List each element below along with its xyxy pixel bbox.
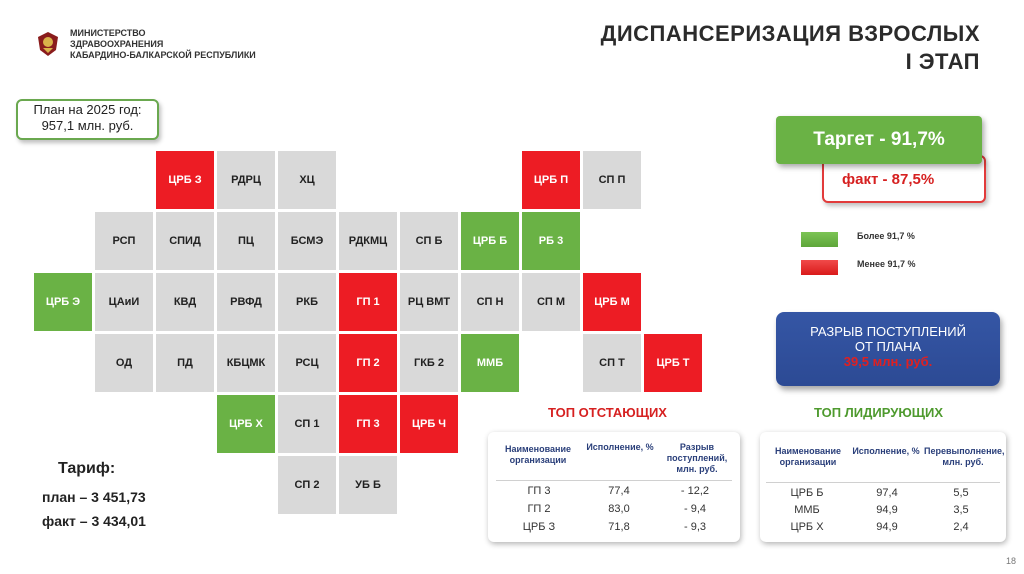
- map-cell: ММБ: [460, 333, 520, 393]
- table-cell: 5,5: [953, 487, 969, 499]
- ministry-name: МИНИСТЕРСТВО ЗДРАВООХРАНЕНИЯ КАБАРДИНО-БАЛ…: [70, 28, 256, 61]
- map-cell: РЦ ВМТ: [399, 272, 459, 332]
- map-cell: ГП 1: [338, 272, 398, 332]
- plan-value: 957,1 млн. руб.: [41, 118, 134, 133]
- map-cell: СП 2: [277, 455, 337, 515]
- map-cell: СПИД: [155, 211, 215, 271]
- title-line-2: I ЭТАП: [905, 49, 980, 74]
- title-line-1: ДИСПАНСЕРИЗАЦИЯ ВЗРОСЛЫХ: [600, 21, 980, 46]
- table-cell: 3,5: [953, 504, 969, 516]
- map-cell: КБЦМК: [216, 333, 276, 393]
- plan-box: План на 2025 год: 957,1 млн. руб.: [16, 99, 159, 140]
- table-cell: ЦРБ Б: [790, 487, 824, 499]
- map-cell: СП Б: [399, 211, 459, 271]
- table-cell: 71,8: [608, 521, 630, 533]
- gap-label-1: РАЗРЫВ ПОСТУПЛЕНИЙ: [810, 324, 966, 339]
- map-cell: РСЦ: [277, 333, 337, 393]
- legend-swatch-red: [801, 260, 838, 275]
- leaders-header-name: Наименование организации: [774, 446, 842, 467]
- fact-value: факт - 87,5%: [842, 171, 935, 188]
- table-cell: 94,9: [876, 521, 898, 533]
- map-cell: СП 1: [277, 394, 337, 454]
- plan-label: План на 2025 год:: [33, 102, 142, 117]
- tariff-plan: план – 3 451,73: [42, 489, 146, 505]
- table-cell: ГП 3: [527, 485, 551, 497]
- map-cell: БСМЭ: [277, 211, 337, 271]
- map-cell: КВД: [155, 272, 215, 332]
- map-cell: РВФД: [216, 272, 276, 332]
- laggards-divider: [496, 480, 732, 481]
- map-cell: РДРЦ: [216, 150, 276, 210]
- laggards-header-gap: Разрыв поступлений, млн. руб.: [666, 442, 728, 474]
- map-cell: ГКБ 2: [399, 333, 459, 393]
- table-cell: 77,4: [608, 485, 630, 497]
- table-cell: ММБ: [794, 504, 820, 516]
- revenue-gap-box: РАЗРЫВ ПОСТУПЛЕНИЙ ОТ ПЛАНА 39,5 млн. ру…: [776, 312, 1000, 386]
- leaders-table: Наименование организации Исполнение, % П…: [760, 432, 1006, 542]
- laggards-table: Наименование организации Исполнение, % Р…: [488, 432, 740, 542]
- map-cell: ЦРБ М: [582, 272, 642, 332]
- legend-label-more: Более 91,7 %: [857, 231, 915, 241]
- map-cell: ЦРБ Т: [643, 333, 703, 393]
- map-cell: УБ Б: [338, 455, 398, 515]
- legend-swatch-green: [801, 232, 838, 247]
- page-number: 18: [1005, 556, 1016, 566]
- map-cell: ПД: [155, 333, 215, 393]
- map-cell: ГП 2: [338, 333, 398, 393]
- map-cell: ОД: [94, 333, 154, 393]
- laggards-title: ТОП ОТСТАЮЩИХ: [548, 405, 667, 420]
- leaders-header-over: Перевыполнение, млн. руб.: [924, 446, 1005, 467]
- table-cell: 97,4: [876, 487, 898, 499]
- coat-of-arms-icon: [38, 32, 58, 56]
- map-cell: СП Н: [460, 272, 520, 332]
- tariff-fact: факт – 3 434,01: [42, 513, 146, 529]
- laggards-header-exec: Исполнение, %: [586, 442, 654, 452]
- table-cell: - 9,4: [683, 503, 706, 515]
- leaders-header-exec: Исполнение, %: [852, 446, 920, 456]
- table-cell: 83,0: [608, 503, 630, 515]
- map-cell: ЦРБ П: [521, 150, 581, 210]
- target-box: Таргет - 91,7%: [776, 116, 982, 164]
- gap-label-2: ОТ ПЛАНА: [854, 339, 922, 354]
- page-title: ДИСПАНСЕРИЗАЦИЯ ВЗРОСЛЫХ I ЭТАП: [601, 20, 980, 76]
- map-cell: ЦРБ Ч: [399, 394, 459, 454]
- map-cell: ЦРБ Б: [460, 211, 520, 271]
- legend-label-less: Менее 91,7 %: [857, 259, 916, 269]
- map-cell: РБ 3: [521, 211, 581, 271]
- table-cell: ЦРБ З: [522, 521, 556, 533]
- map-cell: ХЦ: [277, 150, 337, 210]
- map-cell: ЦРБ Э: [33, 272, 93, 332]
- table-cell: 2,4: [953, 521, 969, 533]
- table-cell: - 12,2: [680, 485, 710, 497]
- map-cell: РДКМЦ: [338, 211, 398, 271]
- map-cell: ЦРБ Х: [216, 394, 276, 454]
- map-cell: ЦАиИ: [94, 272, 154, 332]
- table-cell: 94,9: [876, 504, 898, 516]
- map-cell: РСП: [94, 211, 154, 271]
- ministry-line: МИНИСТЕРСТВО: [70, 28, 146, 38]
- map-cell: ГП 3: [338, 394, 398, 454]
- table-cell: - 9,3: [683, 521, 706, 533]
- map-cell: ПЦ: [216, 211, 276, 271]
- map-cell: ЦРБ З: [155, 150, 215, 210]
- map-cell: СП П: [582, 150, 642, 210]
- target-value: Таргет - 91,7%: [813, 129, 945, 150]
- map-cell: СП М: [521, 272, 581, 332]
- map-cell: СП Т: [582, 333, 642, 393]
- ministry-line: КАБАРДИНО-БАЛКАРСКОЙ РЕСПУБЛИКИ: [70, 50, 256, 60]
- leaders-title: ТОП ЛИДИРУЮЩИХ: [814, 405, 944, 420]
- leaders-divider: [766, 482, 1000, 483]
- gap-value: 39,5 млн. руб.: [843, 354, 933, 369]
- ministry-line: ЗДРАВООХРАНЕНИЯ: [70, 39, 164, 49]
- table-cell: ЦРБ Х: [790, 521, 824, 533]
- map-cell: РКБ: [277, 272, 337, 332]
- table-cell: ГП 2: [527, 503, 551, 515]
- laggards-header-name: Наименование организации: [504, 444, 572, 465]
- tariff-title: Тариф:: [58, 460, 116, 477]
